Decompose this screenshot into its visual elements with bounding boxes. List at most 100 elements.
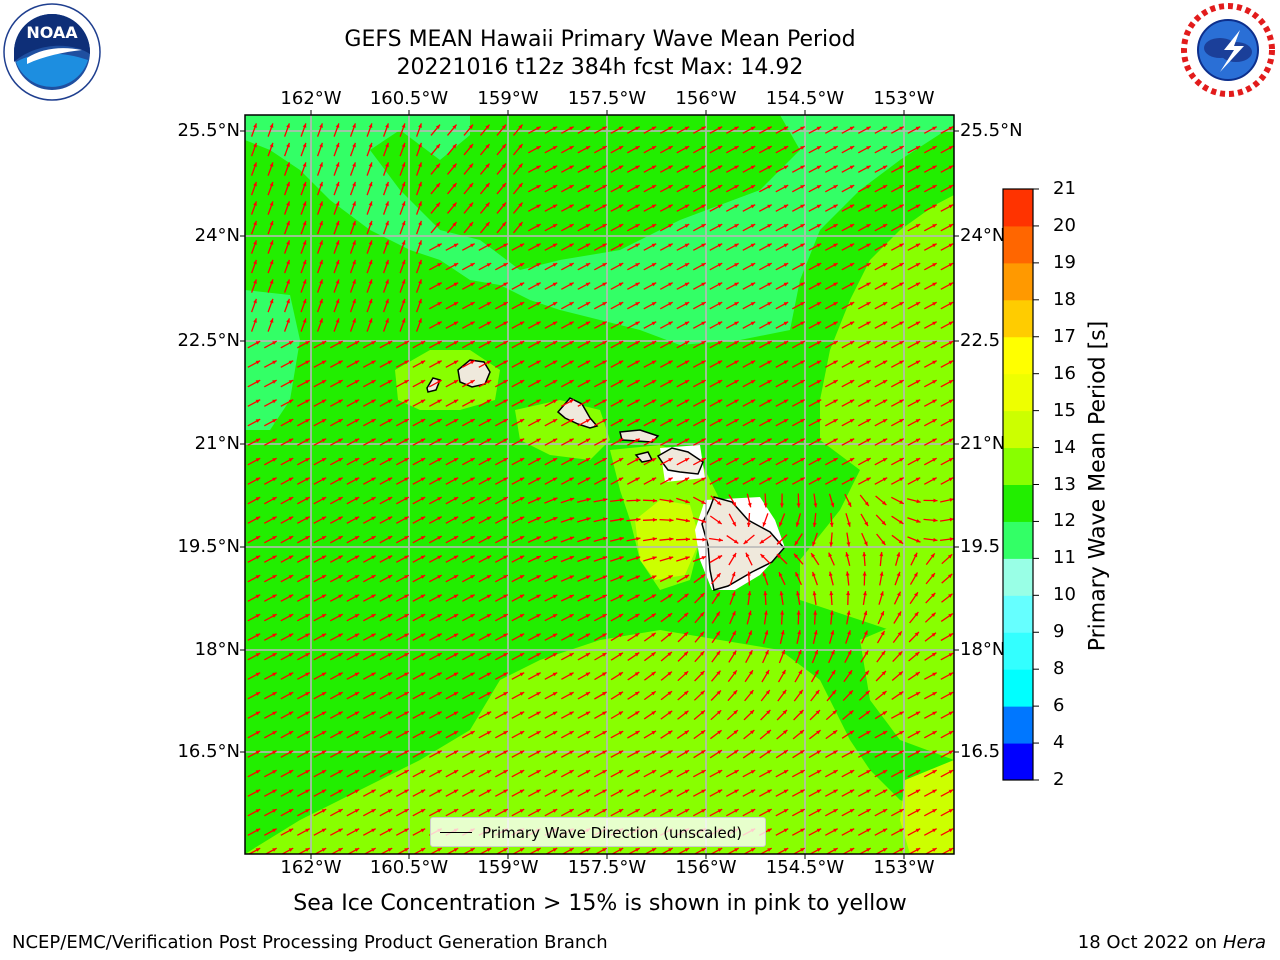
- wave-arrow-head: [602, 848, 607, 852]
- wave-arrow-head: [437, 692, 442, 696]
- wave-arrow-head: [833, 419, 838, 423]
- wave-arrow-head: [779, 591, 784, 596]
- wave-arrow-head: [387, 711, 393, 716]
- wave-arrow-head: [569, 556, 574, 560]
- wave-arrow-head: [552, 341, 558, 345]
- wave-arrow-head: [453, 458, 459, 462]
- wave-arrow-head: [519, 614, 525, 618]
- wave-arrow-head: [371, 770, 376, 774]
- wave-arrow-head: [519, 516, 525, 521]
- wave-arrow-head: [618, 770, 624, 774]
- wave-arrow-head: [684, 224, 690, 228]
- wave-arrow-head: [253, 318, 257, 323]
- wave-arrow-head: [437, 341, 442, 345]
- wave-arrow-head: [932, 789, 937, 794]
- wave-arrow-head: [404, 594, 409, 599]
- wave-arrow-head: [816, 302, 822, 306]
- wave-arrow-head: [536, 672, 541, 677]
- wave-arrow-head: [733, 730, 738, 735]
- wave-arrow-head: [288, 516, 294, 521]
- wave-arrow-head: [668, 848, 673, 852]
- wave-arrow-head: [272, 341, 277, 345]
- wave-arrow-head: [717, 770, 723, 774]
- wave-arrow-head: [796, 503, 801, 508]
- wave-arrow-head: [585, 146, 591, 150]
- lon-label-bottom: 160.5°W: [369, 857, 449, 878]
- colorbar-segment: [1003, 706, 1033, 744]
- wave-arrow-head: [684, 146, 690, 150]
- wave-arrow-head: [684, 477, 690, 482]
- map-frame: [245, 115, 954, 854]
- wave-arrow-head: [486, 555, 492, 560]
- wave-arrow-head: [453, 555, 459, 560]
- wave-arrow-head: [636, 537, 641, 541]
- wave-arrow-head: [371, 809, 376, 813]
- wave-arrow-head: [651, 770, 657, 774]
- wave-arrow-head: [668, 750, 673, 755]
- wave-arrow-head: [879, 552, 884, 557]
- wave-arrow-head: [668, 477, 673, 482]
- wave-arrow-head: [435, 183, 440, 188]
- wave-arrow-head: [371, 477, 376, 482]
- wave-arrow-head: [470, 360, 475, 365]
- wave-arrow-head: [536, 380, 541, 384]
- wave-arrow-head: [368, 240, 373, 245]
- wave-arrow-head: [321, 672, 327, 677]
- wave-arrow-head: [767, 224, 772, 228]
- wave-arrow-head: [585, 321, 591, 326]
- wave-arrow-head: [767, 360, 772, 365]
- wave-arrow-head: [321, 653, 327, 657]
- wave-arrow-head: [437, 477, 442, 482]
- wave-arrow-head: [255, 809, 261, 813]
- lon-label-top: 156°W: [675, 88, 737, 109]
- wave-arrow-head: [667, 632, 672, 637]
- wave-arrow-head: [536, 848, 541, 852]
- wave-arrow-head: [371, 828, 376, 833]
- wave-arrow-head: [849, 224, 855, 228]
- colorbar-segment: [1003, 558, 1033, 596]
- wave-arrow-head: [915, 360, 921, 365]
- wave-arrow-head: [948, 263, 954, 267]
- wave-arrow-head: [255, 555, 261, 560]
- wave-arrow-head: [569, 595, 574, 599]
- wave-arrow-head: [669, 499, 674, 503]
- wave-arrow-head: [420, 477, 426, 482]
- wave-arrow-head: [453, 321, 459, 326]
- wave-arrow-head: [269, 123, 274, 128]
- wave-arrow-head: [794, 553, 799, 558]
- wave-arrow-head: [486, 302, 492, 306]
- wave-arrow-head: [452, 222, 457, 227]
- wave-arrow-head: [452, 144, 457, 149]
- wave-arrow-head: [813, 630, 818, 635]
- wave-arrow-head: [319, 279, 323, 284]
- wave-arrow-head: [815, 710, 820, 715]
- wave-arrow-head: [602, 556, 608, 560]
- wave-arrow-head: [849, 789, 855, 794]
- wave-arrow-head: [767, 438, 772, 443]
- wave-arrow-head: [519, 360, 525, 365]
- wave-arrow-head: [552, 711, 558, 716]
- wave-arrow-head: [503, 380, 508, 384]
- wave-arrow-head: [519, 770, 525, 774]
- wave-arrow-head: [536, 517, 541, 521]
- wave-arrow-head: [800, 126, 805, 131]
- wave-arrow-head: [286, 318, 290, 323]
- wave-arrow-head: [734, 477, 739, 482]
- wave-arrow-head: [814, 650, 818, 655]
- wave-arrow-head: [882, 828, 888, 833]
- wave-arrow-head: [321, 555, 327, 560]
- wave-arrow-head: [781, 650, 785, 655]
- wave-arrow-head: [667, 652, 672, 657]
- wave-arrow-head: [338, 672, 343, 677]
- wave-arrow-head: [453, 653, 459, 657]
- lat-label-right: 22.5: [960, 330, 1001, 351]
- wave-arrow-head: [536, 185, 541, 189]
- wave-arrow-head: [470, 341, 475, 345]
- wave-arrow-head: [418, 220, 422, 226]
- wave-arrow-head: [519, 692, 525, 696]
- wave-arrow-head: [732, 630, 736, 636]
- wave-arrow-head: [468, 222, 473, 227]
- wave-arrow-head: [734, 360, 739, 365]
- wave-arrow-head: [783, 282, 789, 287]
- wave-arrow-head: [734, 243, 739, 248]
